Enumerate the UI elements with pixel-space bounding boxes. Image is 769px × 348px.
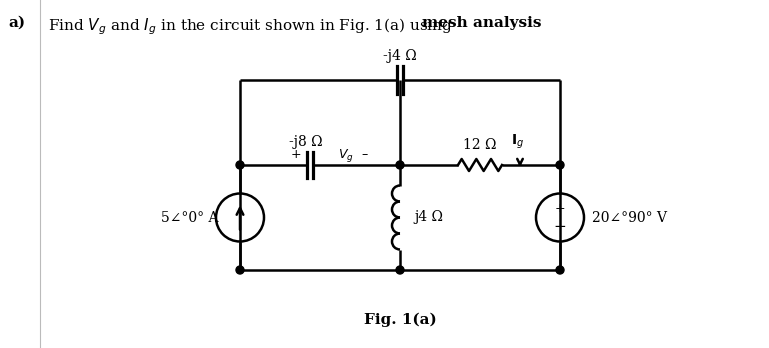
Text: +: + (291, 149, 301, 161)
Text: mesh analysis: mesh analysis (422, 16, 541, 30)
Text: 20∠°90° V: 20∠°90° V (592, 211, 667, 224)
Text: Find $V_g$ and $I_g$ in the circuit shown in Fig. 1(a) using: Find $V_g$ and $I_g$ in the circuit show… (48, 16, 454, 37)
Text: $\mathbf{I}_g$: $\mathbf{I}_g$ (511, 133, 524, 151)
Circle shape (396, 161, 404, 169)
Text: .: . (512, 16, 517, 30)
Circle shape (556, 161, 564, 169)
Text: –: – (361, 149, 368, 161)
Circle shape (396, 266, 404, 274)
Circle shape (556, 266, 564, 274)
Text: Fig. 1(a): Fig. 1(a) (364, 313, 436, 327)
Text: -j8 Ω: -j8 Ω (289, 135, 323, 149)
Text: j4 Ω: j4 Ω (414, 211, 443, 224)
Circle shape (236, 266, 244, 274)
Text: 5∠°0° A: 5∠°0° A (161, 211, 218, 224)
Text: a): a) (8, 16, 25, 30)
Text: -j4 Ω: -j4 Ω (383, 49, 417, 63)
Text: +: + (554, 202, 565, 215)
Text: $V_g$: $V_g$ (338, 147, 354, 164)
Text: 12 Ω: 12 Ω (463, 138, 497, 152)
Text: −: − (554, 219, 567, 234)
Circle shape (236, 161, 244, 169)
